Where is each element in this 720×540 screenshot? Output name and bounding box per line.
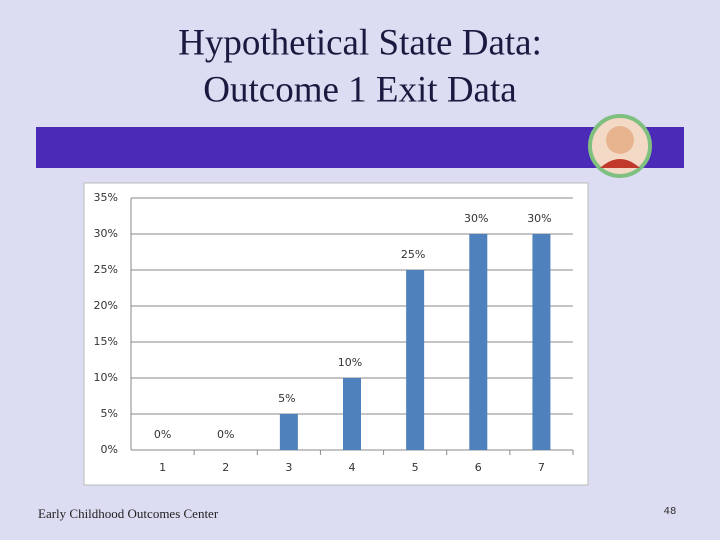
x-tick-label: 4: [349, 461, 356, 474]
y-tick-label: 0%: [101, 443, 118, 456]
y-tick-label: 35%: [94, 191, 118, 204]
x-tick-label: 7: [538, 461, 545, 474]
data-label: 5%: [278, 392, 295, 405]
chart-area: [83, 182, 589, 486]
x-tick-label: 5: [412, 461, 419, 474]
data-label: 10%: [338, 356, 362, 369]
x-tick-label: 1: [159, 461, 166, 474]
x-tick-label: 3: [285, 461, 292, 474]
bar: [343, 378, 361, 450]
data-label: 0%: [217, 428, 234, 441]
footer: Early Childhood Outcomes Center: [38, 506, 219, 521]
bar: [532, 234, 551, 450]
y-tick-label: 25%: [94, 263, 118, 276]
data-label: 30%: [527, 212, 551, 225]
x-tick-label: 2: [222, 461, 229, 474]
photo-face: [606, 126, 634, 154]
photo-shirt: [600, 159, 640, 168]
data-label: 25%: [401, 248, 425, 261]
data-label: 30%: [464, 212, 488, 225]
bar: [469, 234, 488, 450]
x-tick-label: 6: [475, 461, 482, 474]
title-line: Outcome 1 Exit Data: [203, 69, 516, 110]
y-tick-label: 30%: [94, 227, 118, 240]
bar: [279, 414, 298, 450]
y-tick-label: 10%: [94, 371, 118, 384]
y-tick-label: 15%: [94, 335, 118, 348]
y-tick-label: 5%: [101, 407, 118, 420]
page-number: 48: [664, 506, 677, 517]
banner: [36, 127, 684, 168]
title-line: Hypothetical State Data:: [178, 22, 542, 63]
y-tick-label: 20%: [94, 299, 118, 312]
data-label: 0%: [154, 428, 171, 441]
bar: [406, 270, 425, 450]
